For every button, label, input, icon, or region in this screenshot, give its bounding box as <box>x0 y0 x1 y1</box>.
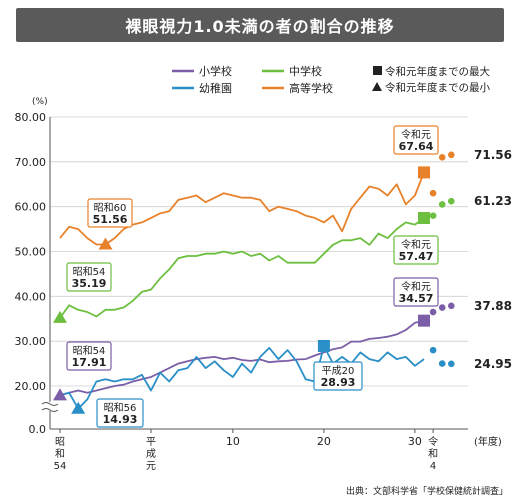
legend-label: 高等学校 <box>289 81 333 95</box>
x-tick-label: 20 <box>317 435 331 448</box>
legend-label: 幼稚園 <box>199 82 232 95</box>
x-tick-label: 成 <box>146 448 156 460</box>
callout-era: 昭和54 <box>73 266 106 278</box>
extension-point <box>438 201 446 208</box>
extension-point <box>429 346 437 354</box>
x-tick-label: 和 <box>428 448 438 460</box>
callout-era: 昭和56 <box>104 402 137 414</box>
x-tick-label: 54 <box>54 461 67 472</box>
legend-label: 中学校 <box>289 64 322 78</box>
callout-box <box>66 262 112 292</box>
callout-box <box>66 341 112 371</box>
legend-max-symbol <box>373 66 382 75</box>
extension-point <box>448 302 455 310</box>
x-tick-label: 元 <box>146 461 156 472</box>
max-marker <box>418 166 430 179</box>
callout-box <box>96 398 144 428</box>
extension-point <box>448 360 455 368</box>
end-value-label: 37.88 <box>474 299 512 313</box>
x-unit-label: (年度) <box>474 435 502 448</box>
callout-era: 令和元 <box>401 128 431 141</box>
callout-box <box>393 277 439 307</box>
y-tick-label: 40.00 <box>15 290 47 303</box>
max-marker <box>418 212 430 225</box>
callout-era: 令和元 <box>401 280 431 293</box>
callout-box <box>393 235 439 265</box>
max-marker <box>418 314 430 327</box>
series-line-幼稚園 <box>59 345 425 410</box>
y-tick-label: 30.00 <box>15 335 47 348</box>
callout-value: 17.91 <box>72 356 107 369</box>
axis-break-mask <box>42 402 58 411</box>
series-line-中学校 <box>59 217 425 319</box>
y-tick-label: 0.0 <box>29 423 47 436</box>
source-note: 出典：文部科学省「学校保健統計調査」 <box>346 485 508 497</box>
extension-point <box>438 154 446 161</box>
x-tick-label: 30 <box>408 435 422 448</box>
y-tick-label: 70.00 <box>15 156 47 169</box>
y-tick-label: 20.00 <box>15 380 47 393</box>
legend-min-symbol <box>372 82 382 91</box>
min-marker <box>53 310 67 323</box>
callout-value: 67.64 <box>399 140 434 153</box>
legend-label: 小学校 <box>199 64 232 78</box>
legend-label: 令和元年度までの最大 <box>385 65 490 78</box>
y-tick-label: 80.00 <box>15 111 47 124</box>
callout-box <box>393 125 439 155</box>
x-tick-label: 10 <box>226 435 240 448</box>
callout-value: 35.19 <box>72 277 107 290</box>
x-tick-label: 和 <box>55 448 65 460</box>
axis-break <box>41 408 59 412</box>
callout-era: 令和元 <box>401 238 431 251</box>
series-line-高等学校 <box>59 172 425 246</box>
end-value-label: 24.95 <box>474 357 512 371</box>
extension-point <box>448 197 455 205</box>
callout-value: 51.56 <box>93 213 128 226</box>
end-value-label: 61.23 <box>474 194 512 208</box>
extension-point <box>429 189 437 197</box>
min-marker <box>53 388 67 401</box>
min-marker <box>98 237 113 250</box>
callout-value: 14.93 <box>103 413 138 426</box>
axis-break <box>41 402 59 406</box>
extension-point <box>438 304 446 311</box>
y-tick-label: 60.00 <box>15 201 47 214</box>
min-marker <box>71 401 86 414</box>
y-unit-label: (%) <box>32 97 48 107</box>
end-value-label: 71.56 <box>474 148 512 162</box>
callout-value: 34.57 <box>399 292 434 305</box>
x-tick-label: 平 <box>146 437 156 448</box>
callout-era: 平成20 <box>322 365 355 377</box>
callout-value: 28.93 <box>321 376 356 389</box>
chart-title: 裸眼視力1.0未満の者の割合の推移 <box>16 8 504 42</box>
extension-point <box>429 212 437 219</box>
extension-point <box>429 308 437 316</box>
max-marker <box>317 339 330 352</box>
callout-box <box>87 198 133 228</box>
extension-point <box>438 360 446 367</box>
callout-era: 昭和60 <box>94 202 127 214</box>
x-tick-label: 昭 <box>55 436 65 448</box>
extension-point <box>448 151 455 159</box>
y-tick-label: 50.00 <box>15 246 47 259</box>
callout-era: 昭和54 <box>73 345 106 357</box>
series-line-小学校 <box>59 319 425 397</box>
callout-box <box>313 361 363 391</box>
callout-value: 57.47 <box>399 250 434 263</box>
x-tick-label: 4 <box>430 461 436 472</box>
legend-label: 令和元年度までの最小 <box>385 81 490 94</box>
x-tick-label: 令 <box>428 435 438 448</box>
